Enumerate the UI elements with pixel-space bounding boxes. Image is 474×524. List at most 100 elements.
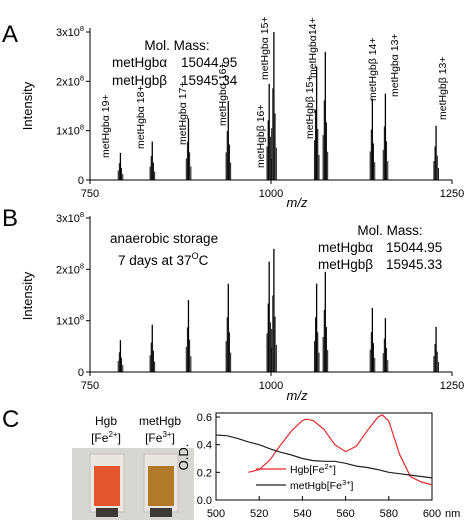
chart-b-xtick-label-2: 1250 bbox=[440, 380, 464, 392]
chart-a-ytick-label-3: 3x108 bbox=[56, 24, 84, 39]
chart-b-mass-name-beta: metHgbβ bbox=[318, 257, 373, 272]
chart-a-mass-name-beta: metHgbβ bbox=[112, 73, 167, 88]
chart-b-note-line2: 7 days at 37OC bbox=[118, 251, 209, 268]
cuvette-methgb-stand bbox=[150, 508, 172, 517]
cuvette-methgb-state-sup: 3+ bbox=[162, 430, 171, 439]
legend-label-hgb-end: ] bbox=[333, 464, 336, 476]
chart-a-y-title: Intensity bbox=[20, 81, 35, 130]
chart-a-xtick-label-2: 1250 bbox=[440, 188, 464, 200]
cuvette-hgb-state-sup: 2+ bbox=[108, 430, 117, 439]
chart-a-ytick-mantissa-3: 3x10 bbox=[56, 27, 80, 39]
chart-c-legend: Hgb[Fe2+] metHgb[Fe3+] bbox=[256, 462, 354, 492]
chart-b-note-degree: O bbox=[192, 251, 199, 261]
chart-b-ytick-exponent-2: 8 bbox=[80, 261, 84, 270]
chart-b-xtick-label-1: 1000 bbox=[259, 380, 283, 392]
chart-a-mass-name-alpha: metHgbα bbox=[112, 55, 167, 70]
chart-b-ytick-label-3: 3x108 bbox=[56, 210, 84, 225]
chart-c-ytick-label-0: 0.0 bbox=[197, 495, 212, 507]
chart-b-ytick-exponent-1: 8 bbox=[80, 313, 84, 322]
ion-label-b15: metHgbβ 15+ bbox=[304, 75, 316, 139]
chart-a-mass-heading: Mol. Mass: bbox=[144, 38, 209, 53]
chart-b-ytick-exponent-3: 8 bbox=[80, 210, 84, 219]
chart-b-ytick-label-1: 1x108 bbox=[56, 313, 84, 328]
chart-c-series-line-0 bbox=[248, 414, 433, 486]
chart-a-ytick-label-2: 2x108 bbox=[56, 73, 84, 88]
legend-label-hgb-base: Hgb[Fe bbox=[290, 464, 325, 476]
chart-b-spectrum bbox=[117, 248, 439, 372]
chart-b-x-ticks: 750 1000 1250 bbox=[81, 372, 464, 392]
chart-c-xtick-label-3: 560 bbox=[336, 508, 354, 520]
chart-b-y-title: Intensity bbox=[20, 271, 35, 320]
chart-c-y-title: O.D. bbox=[176, 444, 191, 471]
chart-c-frame bbox=[215, 412, 433, 501]
chart-a-ytick-exponent-1: 8 bbox=[80, 123, 84, 132]
chart-b-mass-name-alpha: metHgbα bbox=[318, 240, 373, 255]
chart-c-xtick-label-0: 500 bbox=[207, 508, 225, 520]
chart-a-ytick-label-1: 1x108 bbox=[56, 123, 84, 138]
chart-a-x-title: m/z bbox=[287, 195, 308, 210]
cuvette-hgb-liquid bbox=[94, 466, 120, 506]
chart-c-x-ticks: 500 520 540 560 580 600 bbox=[207, 496, 441, 520]
cuvette-hgb-label: Hgb bbox=[95, 414, 117, 428]
chart-a-ytick-exponent-3: 8 bbox=[80, 24, 84, 33]
cuvette-hgb-stand bbox=[96, 508, 118, 517]
legend-label-methgb-end: ] bbox=[351, 480, 354, 492]
chart-b-ytick-label-0: 0 bbox=[78, 367, 84, 379]
panel-letter-a: A bbox=[2, 21, 18, 48]
ion-label-a17: metHgbα 17+ bbox=[177, 81, 189, 145]
panel-letter-b: B bbox=[2, 205, 18, 232]
chart-c-xtick-label-2: 540 bbox=[293, 508, 311, 520]
chart-b-x-title: m/z bbox=[287, 388, 308, 403]
chart-c-ytick-label-1: 0.2 bbox=[197, 467, 212, 479]
cuvette-photo bbox=[72, 448, 194, 520]
chart-a-ytick-mantissa-1: 1x10 bbox=[56, 126, 80, 138]
chart-c-xtick-label-5: 600 bbox=[423, 508, 441, 520]
chart-a-ytick-exponent-2: 8 bbox=[80, 73, 84, 82]
legend-label-methgb-base: metHgb[Fe bbox=[290, 480, 342, 492]
legend-label-hgb: Hgb[Fe2+] bbox=[290, 462, 336, 476]
ion-label-b16: metHgbβ 16+ bbox=[255, 104, 267, 168]
chart-b-mass-value-alpha: 15044.95 bbox=[386, 240, 442, 255]
chart-c-series bbox=[215, 414, 433, 486]
chart-b-ytick-mantissa-2: 2x10 bbox=[56, 264, 80, 276]
legend-label-methgb-sup: 3+ bbox=[342, 478, 351, 487]
chart-c-y-ticks: 0.0 0.2 0.4 0.6 bbox=[197, 412, 220, 507]
chart-b-xtick-label-0: 750 bbox=[81, 380, 99, 392]
chart-a-xtick-label-1: 1000 bbox=[259, 188, 283, 200]
ion-label-a16: metHgbα 16+ bbox=[217, 62, 229, 126]
chart-a-ytick-label-0: 0 bbox=[78, 175, 84, 187]
ion-label-a15: metHgbα 15+ bbox=[259, 16, 271, 80]
chart-c-xtick-label-1: 520 bbox=[250, 508, 268, 520]
legend-label-methgb: metHgb[Fe3+] bbox=[290, 478, 354, 492]
chart-c-xtick-label-4: 580 bbox=[380, 508, 398, 520]
cuvette-methgb-state: [Fe3+] bbox=[145, 430, 175, 445]
chart-a-xtick-label-0: 750 bbox=[81, 188, 99, 200]
chart-c-x-title: nm bbox=[445, 508, 460, 520]
ion-label-a14: metHgbα14+ bbox=[307, 17, 319, 78]
chart-a-mass-value-alpha: 15044.95 bbox=[181, 55, 237, 70]
cuvette-hgb-state-end: ] bbox=[118, 431, 121, 445]
cuvette-methgb-state-end: ] bbox=[172, 431, 175, 445]
cuvette-hgb-state-base: [Fe bbox=[91, 431, 109, 445]
chart-b-note-text: 7 days at 37 bbox=[118, 253, 192, 268]
cuvette-hgb-state: [Fe2+] bbox=[91, 430, 121, 445]
ion-label-b13: metHgbβ 13+ bbox=[437, 56, 449, 120]
chart-a-x-ticks: 750 1000 1250 bbox=[81, 180, 464, 200]
chart-b-ytick-label-2: 2x108 bbox=[56, 261, 84, 276]
ion-label-a13: metHgbα 13+ bbox=[389, 33, 401, 97]
ion-label-b14: metHgbβ 14+ bbox=[367, 37, 379, 101]
cuvette-methgb-state-base: [Fe bbox=[145, 431, 163, 445]
ion-label-a18: metHgbα 18+ bbox=[135, 85, 147, 149]
cuvette-methgb-liquid bbox=[148, 466, 174, 506]
chart-b-note-unit: C bbox=[199, 253, 209, 268]
legend-label-hgb-sup: 2+ bbox=[324, 462, 333, 471]
chart-c-series-line-1 bbox=[215, 434, 433, 479]
chart-c-ytick-label-3: 0.6 bbox=[197, 412, 212, 424]
chart-a-ytick-mantissa-2: 2x10 bbox=[56, 76, 80, 88]
chart-a-spectrum bbox=[117, 32, 439, 180]
